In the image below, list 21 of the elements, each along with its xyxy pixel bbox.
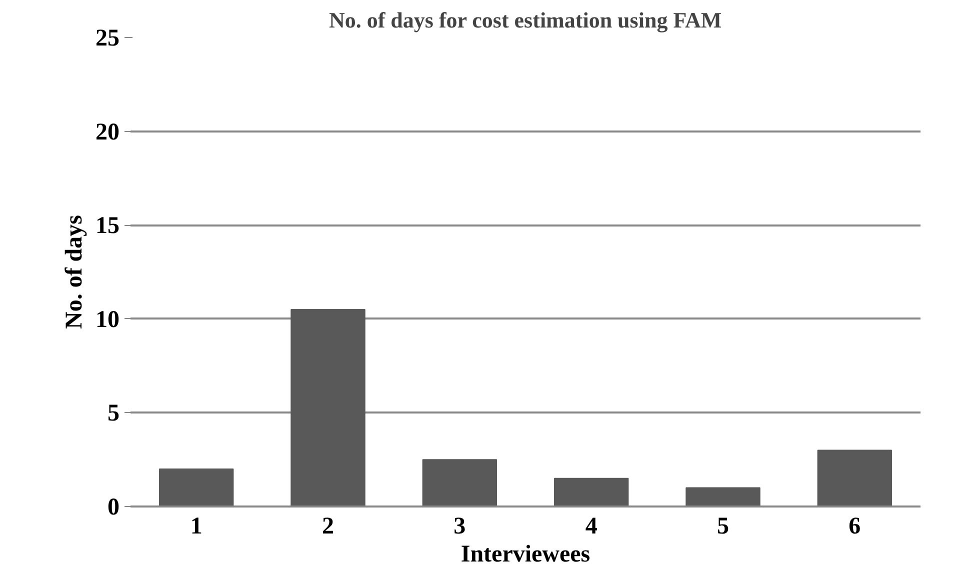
x-tick-label: 5 (717, 514, 729, 540)
bar (686, 487, 760, 506)
x-tick-label: 2 (322, 514, 334, 540)
bar (290, 309, 366, 506)
y-axis-title: No. of days (62, 214, 88, 330)
x-tick-label: 3 (454, 514, 466, 540)
bar (554, 478, 629, 506)
x-axis-title: Interviewees (460, 542, 590, 568)
y-tick-label: 0 (108, 494, 120, 520)
chart-title: No. of days for cost estimation using FAM (328, 8, 722, 32)
y-tick-label: 15 (96, 213, 120, 240)
x-tick-label: 6 (848, 514, 861, 540)
y-tick-label: 10 (96, 306, 120, 333)
x-tick-label: 1 (190, 514, 202, 540)
y-tick-label: 20 (96, 119, 120, 146)
y-tick-label: 5 (108, 400, 120, 427)
bar (422, 459, 498, 506)
bar (817, 450, 892, 506)
bar (158, 468, 234, 506)
x-tick-label: 4 (585, 514, 598, 540)
y-tick-label: 25 (96, 26, 120, 52)
